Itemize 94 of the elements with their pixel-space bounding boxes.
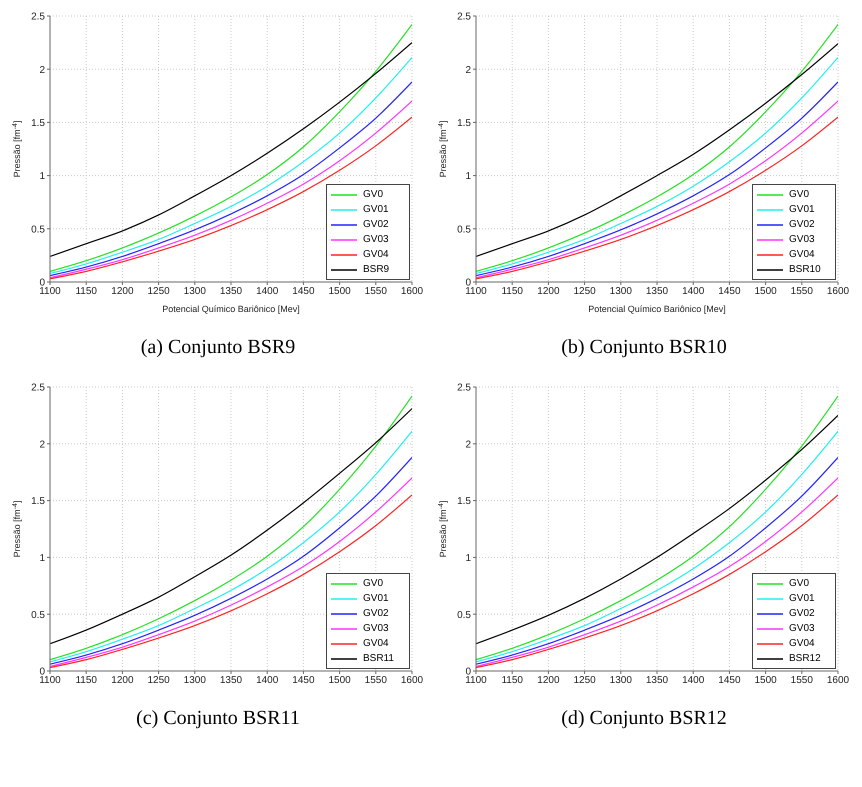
legend-label: GV03 bbox=[789, 623, 815, 634]
y-tick-label: 2.5 bbox=[457, 12, 472, 23]
y-tick-label: 2 bbox=[465, 64, 472, 76]
text: (a) Conjunto BSR9 bbox=[140, 336, 296, 359]
y-tick-label: 0.5 bbox=[31, 224, 46, 236]
legend-label: GV01 bbox=[789, 593, 815, 604]
legend-label: GV02 bbox=[363, 219, 389, 230]
text: (b) Conjunto BSR10 bbox=[560, 336, 728, 359]
x-tick-label: 1350 bbox=[646, 675, 669, 686]
x-tick-label: 1150 bbox=[75, 675, 98, 686]
x-tick-label: 1450 bbox=[718, 675, 741, 686]
y-tick-label: 1 bbox=[465, 171, 472, 182]
x-tick-label: 1400 bbox=[256, 675, 279, 686]
legend-label: BSR11 bbox=[363, 653, 394, 664]
legend-label: GV04 bbox=[789, 249, 815, 260]
y-tick-label: 2.5 bbox=[31, 382, 46, 394]
legend-label: GV02 bbox=[363, 608, 389, 619]
x-tick-label: 1200 bbox=[111, 675, 134, 686]
x-tick-label: 1250 bbox=[147, 286, 170, 298]
x-tick-label: 1400 bbox=[256, 286, 279, 298]
legend-label: GV0 bbox=[789, 189, 810, 200]
x-tick-label: 1250 bbox=[573, 675, 596, 686]
x-tick-label: 1150 bbox=[501, 675, 524, 686]
y-tick-label: 2 bbox=[39, 64, 46, 76]
x-tick-label: 1350 bbox=[220, 286, 243, 298]
x-axis-title: Potencial Químico Bariônico [Mev] bbox=[588, 304, 726, 314]
legend-label: BSR12 bbox=[789, 653, 821, 664]
legend-label: GV03 bbox=[789, 234, 815, 245]
x-tick-label: 1100 bbox=[465, 286, 488, 298]
y-tick-label: 1 bbox=[465, 552, 472, 564]
y-tick-label: 2.5 bbox=[457, 382, 472, 394]
x-tick-label: 1350 bbox=[220, 675, 243, 686]
x-tick-label: 1550 bbox=[364, 675, 388, 686]
legend-label: BSR9 bbox=[363, 264, 390, 275]
x-tick-label: 1600 bbox=[826, 286, 850, 298]
x-tick-label: 1500 bbox=[754, 675, 778, 686]
x-tick-label: 1300 bbox=[610, 286, 632, 298]
y-tick-label: 1 bbox=[39, 552, 46, 564]
x-tick-label: 1100 bbox=[465, 675, 488, 686]
x-tick-label: 1550 bbox=[364, 286, 388, 298]
x-tick-label: 1200 bbox=[111, 286, 134, 298]
x-tick-label: 1600 bbox=[400, 675, 424, 686]
x-tick-label: 1500 bbox=[754, 286, 778, 298]
x-tick-label: 1550 bbox=[790, 675, 814, 686]
x-tick-label: 1450 bbox=[292, 675, 315, 686]
x-tick-label: 1150 bbox=[75, 286, 98, 298]
legend-label: GV01 bbox=[363, 593, 389, 604]
y-tick-label: 1.5 bbox=[31, 118, 46, 129]
x-tick-label: 1100 bbox=[39, 286, 62, 298]
y-tick-label: 1 bbox=[39, 171, 46, 182]
legend-label: GV02 bbox=[789, 219, 815, 230]
y-tick-label: 0.5 bbox=[31, 610, 46, 621]
x-tick-label: 1200 bbox=[537, 675, 560, 686]
x-tick-label: 1500 bbox=[328, 286, 352, 298]
x-tick-label: 1600 bbox=[400, 286, 424, 298]
x-tick-label: 1450 bbox=[718, 286, 741, 298]
x-tick-label: 1450 bbox=[292, 286, 315, 298]
y-tick-label: 0.5 bbox=[457, 610, 472, 621]
x-tick-label: 1100 bbox=[39, 675, 62, 686]
legend-label: GV0 bbox=[789, 578, 810, 589]
x-tick-label: 1600 bbox=[826, 675, 850, 686]
x-tick-label: 1350 bbox=[646, 286, 669, 298]
x-axis-title: Potencial Químico Bariônico [Mev] bbox=[162, 304, 300, 314]
legend-label: GV04 bbox=[363, 249, 389, 260]
x-tick-label: 1200 bbox=[537, 286, 560, 298]
legend-label: BSR10 bbox=[789, 264, 821, 275]
y-tick-label: 2.5 bbox=[31, 12, 46, 23]
x-tick-label: 1400 bbox=[682, 286, 705, 298]
x-tick-label: 1250 bbox=[147, 675, 170, 686]
x-tick-label: 1300 bbox=[184, 675, 206, 686]
x-tick-label: 1250 bbox=[573, 286, 596, 298]
y-tick-label: 1.5 bbox=[457, 496, 472, 508]
legend-label: GV04 bbox=[363, 638, 389, 649]
legend-label: GV02 bbox=[789, 608, 815, 619]
y-tick-label: 2 bbox=[39, 439, 46, 450]
x-tick-label: 1300 bbox=[610, 675, 632, 686]
legend-label: GV03 bbox=[363, 234, 389, 245]
legend-label: GV01 bbox=[789, 204, 815, 215]
y-tick-label: 0.5 bbox=[457, 224, 472, 236]
x-tick-label: 1500 bbox=[328, 675, 352, 686]
y-tick-label: 1.5 bbox=[457, 118, 472, 129]
y-tick-label: 1.5 bbox=[31, 496, 46, 508]
text: (d) Conjunto BSR12 bbox=[560, 707, 728, 730]
legend-label: GV04 bbox=[789, 638, 815, 649]
text: (c) Conjunto BSR11 bbox=[135, 707, 301, 730]
legend-label: GV03 bbox=[363, 623, 389, 634]
legend-label: GV0 bbox=[363, 578, 384, 589]
legend-label: GV01 bbox=[363, 204, 389, 215]
legend-label: GV0 bbox=[363, 189, 384, 200]
x-tick-label: 1300 bbox=[184, 286, 206, 298]
x-tick-label: 1550 bbox=[790, 286, 814, 298]
x-tick-label: 1400 bbox=[682, 675, 705, 686]
x-tick-label: 1150 bbox=[501, 286, 524, 298]
y-tick-label: 2 bbox=[465, 439, 472, 450]
